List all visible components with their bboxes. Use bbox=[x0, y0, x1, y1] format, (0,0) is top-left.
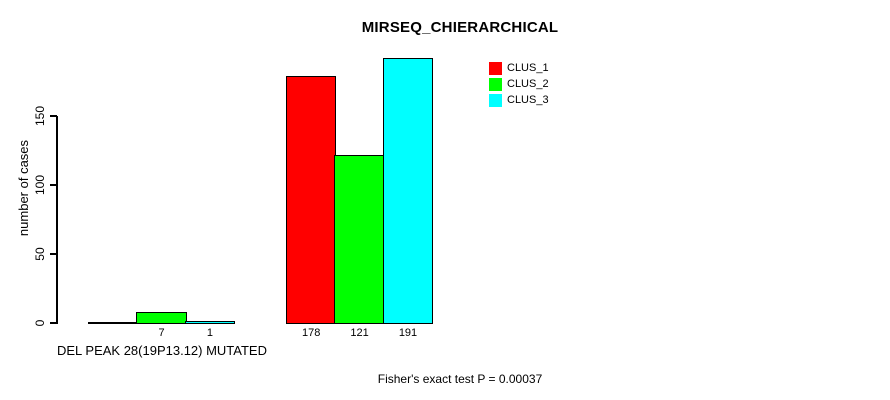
bar bbox=[184, 320, 236, 324]
legend-swatch bbox=[489, 94, 502, 107]
y-tick bbox=[50, 115, 57, 117]
legend-item: CLUS_1 bbox=[489, 62, 549, 75]
legend-label: CLUS_3 bbox=[507, 94, 549, 106]
legend-label: CLUS_1 bbox=[507, 62, 549, 74]
y-axis-title: number of cases bbox=[15, 139, 31, 237]
bar bbox=[136, 312, 187, 324]
bar bbox=[382, 58, 434, 324]
legend-swatch bbox=[489, 78, 502, 91]
bar-value-label: 1 bbox=[206, 327, 214, 339]
chart-title: MIRSEQ_CHIERARCHICAL bbox=[361, 19, 559, 36]
y-tick-label: 0 bbox=[33, 319, 47, 327]
bar-value-label: 178 bbox=[302, 327, 321, 339]
bar-value-label: 7 bbox=[158, 327, 165, 339]
legend-item: CLUS_2 bbox=[489, 78, 549, 91]
x-axis-label: DEL PEAK 28(19P13.12) MUTATED bbox=[56, 343, 267, 358]
bar bbox=[88, 322, 139, 324]
y-tick bbox=[50, 322, 57, 324]
y-tick-label: 100 bbox=[33, 174, 47, 196]
y-tick bbox=[50, 253, 57, 255]
y-axis-line bbox=[56, 116, 58, 324]
legend-item: CLUS_3 bbox=[489, 94, 549, 107]
footnote-pvalue: Fisher's exact test P = 0.00037 bbox=[377, 372, 543, 386]
legend-swatch bbox=[489, 62, 502, 75]
bar-value-label: 121 bbox=[350, 327, 369, 339]
legend-label: CLUS_2 bbox=[507, 78, 549, 90]
y-tick bbox=[50, 184, 57, 186]
bar bbox=[334, 155, 385, 324]
y-tick-label: 50 bbox=[33, 247, 47, 261]
y-tick-label: 150 bbox=[33, 105, 47, 127]
legend: CLUS_1 CLUS_2 CLUS_3 bbox=[489, 62, 549, 107]
bar bbox=[286, 76, 337, 324]
bar-value-label: 191 bbox=[398, 327, 418, 339]
